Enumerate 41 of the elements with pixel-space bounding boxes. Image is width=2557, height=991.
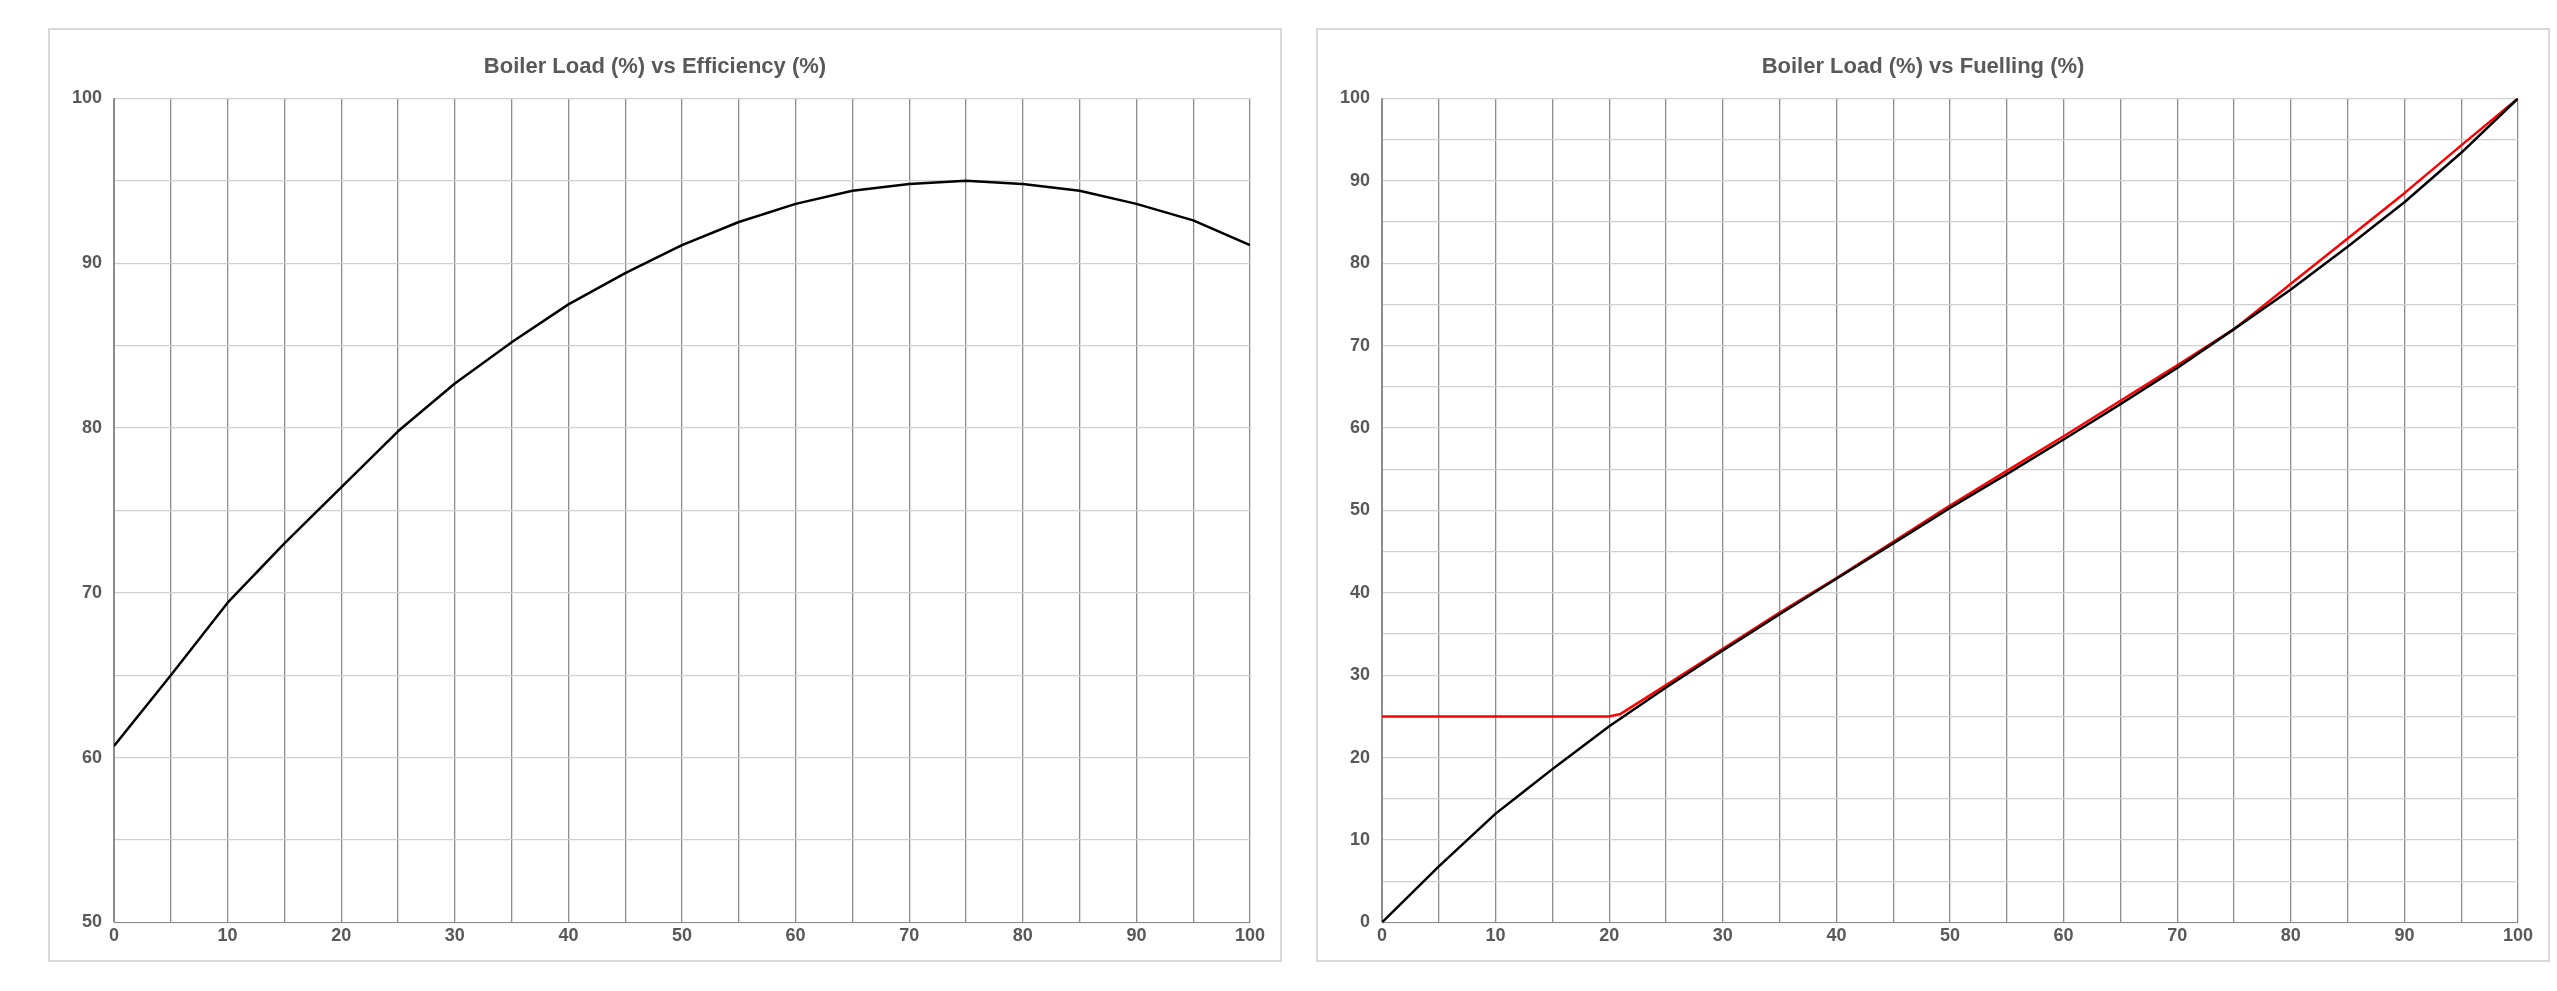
x-tick-label: 100	[1234, 925, 1266, 946]
x-tick-label: 70	[899, 925, 920, 946]
y-tick-label: 80	[82, 416, 103, 437]
x-tick-label: 0	[109, 925, 120, 946]
x-tick-label: 70	[2167, 925, 2188, 946]
chart-title: Boiler Load (%) vs Efficiency (%)	[483, 53, 827, 79]
x-tick-label: 40	[1826, 925, 1847, 946]
y-tick-label: 60	[82, 746, 103, 767]
y-tick-label: 50	[1350, 499, 1371, 520]
y-tick-label: 90	[82, 252, 103, 273]
y-tick-label: 100	[71, 87, 103, 108]
y-tick-label: 90	[1350, 169, 1371, 190]
x-tick-label: 10	[217, 925, 238, 946]
x-tick-label: 30	[1712, 925, 1733, 946]
y-tick-label: 0	[1360, 911, 1371, 932]
x-tick-label: 60	[785, 925, 806, 946]
y-tick-label: 100	[1339, 87, 1371, 108]
y-tick-label: 20	[1350, 746, 1371, 767]
x-tick-label: 60	[2053, 925, 2074, 946]
x-tick-label: 90	[1126, 925, 1147, 946]
x-tick-label: 50	[1940, 925, 1961, 946]
x-tick-label: 30	[444, 925, 465, 946]
x-tick-label: 10	[1485, 925, 1506, 946]
x-tick-label: 20	[1599, 925, 1620, 946]
x-tick-label: 80	[2280, 925, 2301, 946]
x-tick-label: 20	[331, 925, 352, 946]
x-tick-label: 0	[1377, 925, 1388, 946]
y-tick-label: 70	[82, 581, 103, 602]
y-tick-label: 50	[82, 911, 103, 932]
y-tick-label: 40	[1350, 581, 1371, 602]
x-tick-label: 100	[2502, 925, 2534, 946]
x-tick-label: 80	[1012, 925, 1033, 946]
y-tick-label: 70	[1350, 334, 1371, 355]
x-tick-label: 50	[672, 925, 693, 946]
x-tick-label: 90	[2394, 925, 2415, 946]
y-tick-label: 80	[1350, 252, 1371, 273]
x-tick-label: 40	[558, 925, 579, 946]
y-tick-label: 30	[1350, 664, 1371, 685]
chart-title: Boiler Load (%) vs Fuelling (%)	[1761, 53, 2085, 79]
y-tick-label: 60	[1350, 416, 1371, 437]
y-tick-label: 10	[1350, 828, 1371, 849]
